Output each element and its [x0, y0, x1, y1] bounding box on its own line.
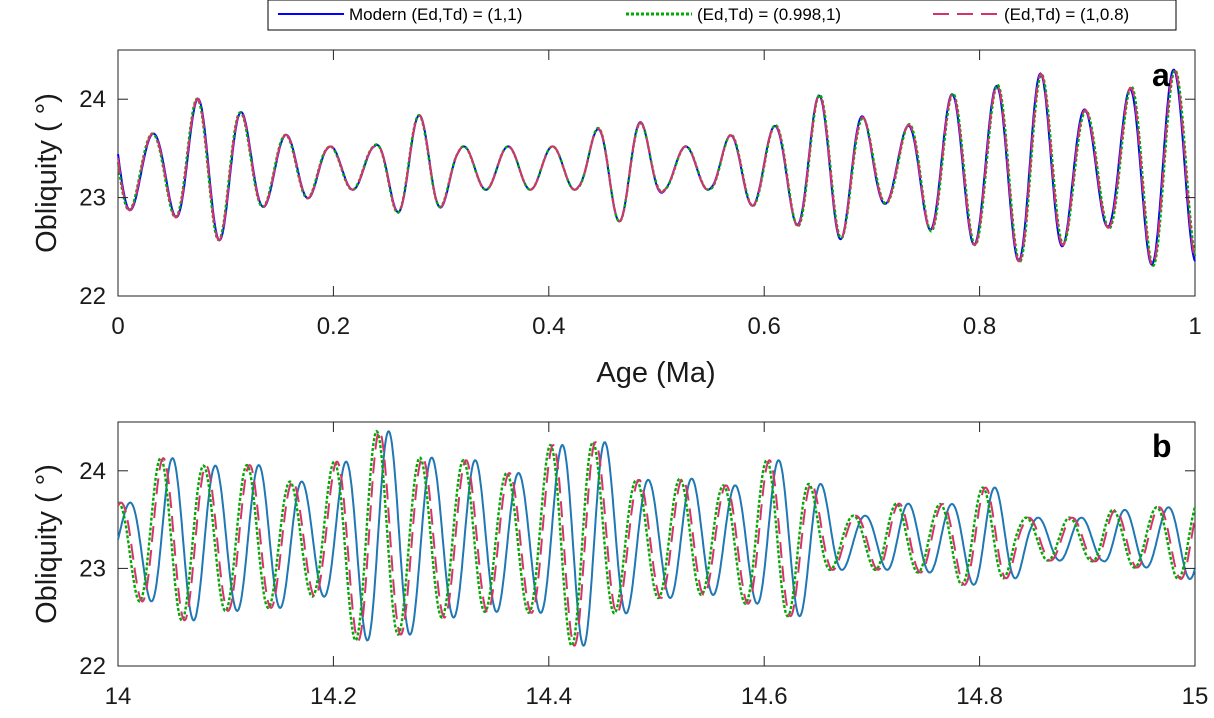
- panel-b-xtick-label: 14.2: [310, 683, 357, 710]
- panel-a-xticks: 0 0.2 0.4 0.6 0.8 1: [111, 50, 1202, 340]
- panel-b-ytick-label: 24: [79, 458, 106, 485]
- panel-b: 14 14.2 14.4 14.6 14.8 15 22 23 24 b Obliquity …: [31, 421, 1209, 710]
- panel-b-series-3: [117, 430, 1196, 647]
- panel-a-ylabel: Obliquity ( °): [31, 93, 63, 253]
- panel-a-ytick-label: 23: [79, 185, 106, 212]
- panel-b-xtick-label: 14.4: [525, 683, 572, 710]
- panel-a-yticks: 22 23 24: [79, 86, 1195, 310]
- panel-a-xtick-label: 0.2: [317, 313, 350, 340]
- panel-b-ytick-label: 23: [79, 555, 106, 582]
- panel-a-xtick-label: 0.8: [963, 313, 996, 340]
- legend: Modern (Ed,Td) = (1,1) (Ed,Td) = (0.998,…: [267, 0, 1177, 31]
- panel-a-xtick-label: 1: [1188, 313, 1201, 340]
- panel-a-xtick-label: 0.6: [748, 313, 781, 340]
- panel-a-xtick-label: 0: [111, 313, 124, 340]
- panel-a-ytick-label: 22: [79, 283, 106, 310]
- panel-b-xticks: 14 14.2 14.4 14.6 14.8 15: [105, 422, 1209, 710]
- legend-box: [267, 0, 1177, 31]
- legend-label-ed0998: (Ed,Td) = (0.998,1): [697, 5, 841, 24]
- panel-a-xlabel: Age (Ma): [596, 357, 715, 389]
- panel-b-xtick-label: 14.8: [956, 683, 1003, 710]
- panel-b-xtick-label: 14: [105, 683, 132, 710]
- panel-a-series-group: [116, 68, 1197, 267]
- panel-b-xtick-label: 14.6: [741, 683, 788, 710]
- panel-a-frame: [117, 49, 1196, 297]
- panel-a: 0 0.2 0.4 0.6 0.8 1 22 23 24 a Age (Ma) Obliqui…: [31, 49, 1202, 389]
- panel-b-ytick-label: 22: [79, 653, 106, 680]
- panel-b-ylabel: Obliquity ( °): [31, 464, 63, 624]
- panel-b-series-group: [117, 429, 1197, 648]
- panel-a-ytick-label: 24: [79, 86, 106, 113]
- panel-b-xtick-label: 15: [1182, 683, 1209, 710]
- panel-b-yticks: 22 23 24: [79, 458, 1195, 680]
- panel-a-xtick-label: 0.4: [532, 313, 565, 340]
- legend-label-td08: (Ed,Td) = (1,0.8): [1004, 5, 1129, 24]
- panel-b-frame: [117, 421, 1196, 667]
- panel-b-series-2: [118, 429, 1197, 648]
- legend-label-modern: Modern (Ed,Td) = (1,1): [349, 5, 522, 24]
- panel-a-letter: a: [1152, 57, 1170, 93]
- panel-b-letter: b: [1152, 428, 1172, 464]
